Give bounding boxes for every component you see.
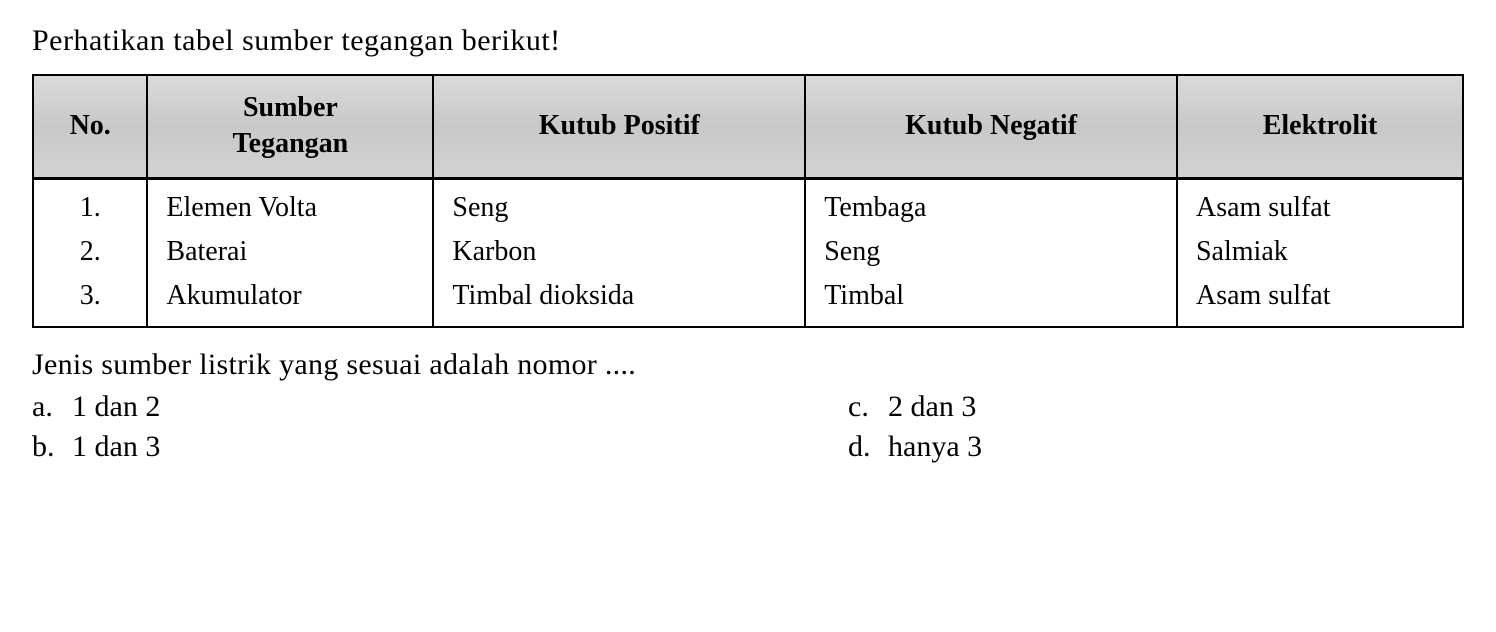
cell-elektrolit: Salmiak	[1177, 230, 1463, 274]
cell-sumber: Elemen Volta	[147, 178, 433, 230]
option-text: 1 dan 3	[72, 430, 728, 464]
option-d: d. hanya 3	[768, 430, 1464, 464]
option-b: b. 1 dan 3	[32, 430, 728, 464]
option-letter: a.	[32, 390, 72, 424]
header-elektrolit: Elektrolit	[1177, 75, 1463, 178]
cell-positif: Karbon	[433, 230, 805, 274]
option-letter: b.	[32, 430, 72, 464]
options-grid: a. 1 dan 2 c. 2 dan 3 b. 1 dan 3 d. hany…	[32, 390, 1464, 464]
cell-positif: Seng	[433, 178, 805, 230]
header-no: No.	[33, 75, 147, 178]
option-text: 1 dan 2	[72, 390, 728, 424]
cell-elektrolit: Asam sulfat	[1177, 274, 1463, 327]
cell-no: 2.	[33, 230, 147, 274]
table-row: 3. Akumulator Timbal dioksida Timbal Asa…	[33, 274, 1463, 327]
option-text: hanya 3	[888, 430, 1464, 464]
table-header-row: No. SumberTegangan Kutub Positif Kutub N…	[33, 75, 1463, 178]
option-a: a. 1 dan 2	[32, 390, 728, 424]
cell-no: 3.	[33, 274, 147, 327]
table-row: 2. Baterai Karbon Seng Salmiak	[33, 230, 1463, 274]
cell-negatif: Timbal	[805, 274, 1177, 327]
cell-negatif: Seng	[805, 230, 1177, 274]
option-c: c. 2 dan 3	[768, 390, 1464, 424]
option-text: 2 dan 3	[888, 390, 1464, 424]
cell-negatif: Tembaga	[805, 178, 1177, 230]
option-letter: c.	[848, 390, 888, 424]
header-sumber: SumberTegangan	[147, 75, 433, 178]
question-text: Jenis sumber listrik yang sesuai adalah …	[32, 348, 1464, 382]
cell-positif: Timbal dioksida	[433, 274, 805, 327]
instruction-text: Perhatikan tabel sumber tegangan berikut…	[32, 24, 1464, 58]
header-positif: Kutub Positif	[433, 75, 805, 178]
cell-sumber: Akumulator	[147, 274, 433, 327]
voltage-source-table: No. SumberTegangan Kutub Positif Kutub N…	[32, 74, 1464, 328]
cell-no: 1.	[33, 178, 147, 230]
header-negatif: Kutub Negatif	[805, 75, 1177, 178]
table-row: 1. Elemen Volta Seng Tembaga Asam sulfat	[33, 178, 1463, 230]
option-letter: d.	[848, 430, 888, 464]
cell-elektrolit: Asam sulfat	[1177, 178, 1463, 230]
cell-sumber: Baterai	[147, 230, 433, 274]
